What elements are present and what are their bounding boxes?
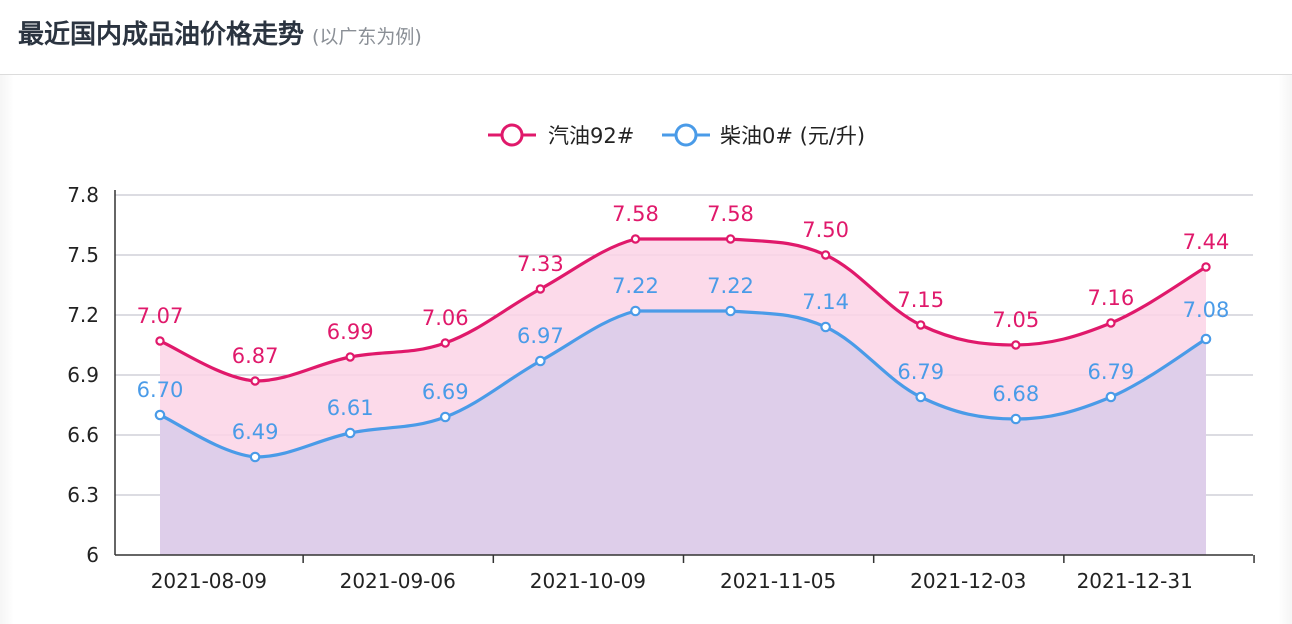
- data-point: [440, 338, 450, 348]
- data-label: 7.08: [1183, 298, 1230, 322]
- data-label: 6.49: [232, 420, 279, 444]
- data-point: [916, 320, 926, 330]
- data-label: 7.22: [612, 274, 659, 298]
- data-point: [250, 376, 260, 386]
- data-point: [820, 321, 831, 333]
- series-line: [159, 309, 1207, 459]
- x-tick-label: 2021-09-06: [340, 569, 456, 593]
- data-label: 7.14: [802, 290, 849, 314]
- data-label: 6.70: [137, 378, 184, 402]
- series-area: [160, 311, 1206, 555]
- data-point: [535, 284, 546, 294]
- legend-marker: [674, 123, 698, 147]
- y-tick-label: 6: [86, 543, 99, 567]
- data-point: [1105, 391, 1117, 403]
- data-label: 7.15: [897, 288, 944, 312]
- data-label: 6.99: [327, 320, 374, 344]
- data-point: [345, 352, 355, 362]
- header: 最近国内成品油价格走势 (以广东为例): [0, 0, 1292, 74]
- header-divider: [0, 74, 1292, 75]
- page-title: 最近国内成品油价格走势 (以广东为例): [18, 14, 422, 51]
- data-label: 7.44: [1183, 230, 1230, 254]
- data-point: [1200, 333, 1212, 345]
- x-tick-label: 2021-11-05: [720, 569, 836, 593]
- data-point: [155, 336, 165, 346]
- series-line: [159, 237, 1207, 383]
- data-label: 6.97: [517, 324, 564, 348]
- data-point: [630, 234, 641, 244]
- data-point: [1011, 340, 1021, 350]
- data-label: 7.33: [517, 252, 564, 276]
- data-label: 7.05: [992, 308, 1039, 332]
- data-point: [535, 355, 546, 367]
- title-text: 最近国内成品油价格走势: [18, 20, 305, 50]
- data-label: 6.79: [897, 360, 944, 384]
- data-label: 6.87: [232, 344, 279, 368]
- data-point: [1010, 413, 1022, 425]
- y-tick-label: 7.2: [67, 303, 99, 327]
- data-point: [725, 234, 736, 244]
- data-label: 7.16: [1088, 286, 1135, 310]
- data-label: 7.58: [707, 202, 754, 226]
- data-label: 7.22: [707, 274, 754, 298]
- data-point: [725, 305, 736, 317]
- y-tick-label: 6.3: [67, 483, 99, 507]
- y-tick-label: 6.6: [67, 423, 99, 447]
- data-label: 7.06: [422, 306, 469, 330]
- x-tick-label: 2021-08-09: [151, 569, 267, 593]
- left-shadow: [0, 75, 14, 624]
- data-point: [1106, 318, 1116, 328]
- data-point: [630, 305, 641, 317]
- data-point: [1201, 262, 1211, 272]
- x-tick-label: 2021-12-03: [910, 569, 1026, 593]
- y-tick-label: 6.9: [67, 363, 99, 387]
- data-point: [344, 427, 356, 439]
- data-point: [915, 391, 927, 403]
- data-label: 7.50: [802, 218, 849, 242]
- y-tick-label: 7.5: [67, 243, 99, 267]
- data-point: [154, 409, 166, 421]
- data-point: [439, 411, 451, 423]
- data-label: 6.68: [992, 382, 1039, 406]
- data-point: [249, 451, 261, 463]
- x-tick-label: 2021-10-09: [530, 569, 646, 593]
- legend-label: 柴油0# (元/升): [720, 124, 865, 148]
- legend-label: 汽油92#: [548, 124, 634, 148]
- data-label: 7.07: [137, 304, 184, 328]
- data-label: 7.58: [612, 202, 659, 226]
- data-label: 6.69: [422, 380, 469, 404]
- data-point: [820, 250, 831, 260]
- y-tick-label: 7.8: [67, 183, 99, 207]
- data-label: 6.61: [327, 396, 374, 420]
- x-tick-label: 2021-12-31: [1077, 569, 1193, 593]
- page-subtitle: (以广东为例): [312, 26, 422, 48]
- legend-marker: [500, 123, 524, 147]
- data-label: 6.79: [1088, 360, 1135, 384]
- right-shadow: [1278, 75, 1292, 624]
